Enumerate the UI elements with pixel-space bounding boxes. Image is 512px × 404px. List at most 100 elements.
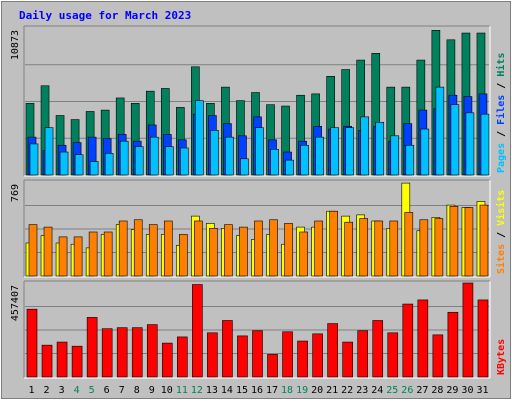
x-tick-label-5: 5 bbox=[89, 385, 95, 396]
legend-entry-pages: Pages bbox=[496, 143, 507, 173]
bar-sites-day-17 bbox=[269, 219, 278, 277]
bar-pages-day-14 bbox=[225, 136, 234, 176]
bar-kbytes-day-20 bbox=[312, 333, 323, 378]
y-max-label: 769 bbox=[10, 184, 21, 202]
bar-kbytes-day-31 bbox=[477, 299, 489, 378]
legend-separator: / bbox=[496, 77, 507, 95]
x-tick-label-16: 16 bbox=[251, 385, 263, 396]
bar-sites-day-26 bbox=[404, 212, 414, 277]
bar-pages-day-18 bbox=[285, 159, 294, 176]
bar-pages-day-24 bbox=[375, 121, 385, 176]
x-tick-label-29: 29 bbox=[446, 385, 458, 396]
bar-kbytes-day-27 bbox=[417, 299, 429, 378]
legend-separator: / bbox=[496, 226, 507, 244]
legend-separator: / bbox=[496, 125, 507, 143]
bar-pages-day-20 bbox=[315, 136, 324, 176]
bar-kbytes-day-4 bbox=[71, 345, 83, 378]
bar-sites-day-13 bbox=[209, 228, 218, 277]
x-tick-label-26: 26 bbox=[401, 385, 413, 396]
bar-kbytes-day-22 bbox=[342, 341, 353, 378]
bar-sites-day-10 bbox=[163, 220, 173, 277]
bar-kbytes-day-16 bbox=[252, 330, 263, 378]
legend-entry-files: Files bbox=[495, 95, 507, 125]
bar-pages-day-8 bbox=[134, 146, 144, 176]
x-tick-label-22: 22 bbox=[341, 385, 353, 396]
bar-pages-day-2 bbox=[44, 127, 54, 176]
x-tick-label-24: 24 bbox=[371, 385, 383, 396]
x-tick-label-20: 20 bbox=[311, 385, 323, 396]
bar-sites-day-29 bbox=[449, 206, 459, 277]
x-tick-label-13: 13 bbox=[206, 385, 218, 396]
bar-pages-day-1 bbox=[29, 143, 39, 176]
x-tick-label-9: 9 bbox=[149, 385, 155, 396]
legend-entry-kbytes: KBytes bbox=[496, 339, 507, 375]
bar-pages-day-4 bbox=[74, 154, 84, 176]
bar-pages-day-16 bbox=[255, 127, 264, 176]
legend-hits-files-pages: Pages / Files / Hits bbox=[495, 53, 507, 173]
x-tick-label-28: 28 bbox=[431, 385, 443, 396]
bar-pages-day-30 bbox=[465, 112, 475, 176]
x-tick-label-23: 23 bbox=[356, 385, 368, 396]
bar-pages-day-5 bbox=[89, 161, 99, 176]
x-tick-label-18: 18 bbox=[281, 385, 293, 396]
bar-pages-day-29 bbox=[450, 104, 460, 176]
bar-kbytes-day-21 bbox=[327, 323, 338, 378]
x-tick-label-6: 6 bbox=[104, 385, 110, 396]
bar-kbytes-day-29 bbox=[447, 311, 459, 378]
bar-sites-day-2 bbox=[43, 226, 53, 277]
bar-sites-day-12 bbox=[194, 220, 203, 277]
bar-kbytes-day-24 bbox=[372, 320, 384, 378]
bar-pages-day-27 bbox=[420, 128, 430, 176]
bar-sites-day-25 bbox=[389, 220, 399, 277]
bar-sites-day-18 bbox=[284, 223, 293, 277]
x-tick-label-2: 2 bbox=[44, 385, 50, 396]
bar-sites-day-8 bbox=[133, 219, 143, 277]
bar-pages-day-21 bbox=[330, 127, 339, 176]
bar-sites-day-9 bbox=[148, 224, 158, 277]
bar-kbytes-day-26 bbox=[402, 303, 414, 378]
bar-kbytes-day-23 bbox=[357, 330, 369, 378]
legend-visits-sites: Sites / Visits bbox=[495, 190, 507, 274]
x-tick-label-21: 21 bbox=[326, 385, 338, 396]
x-tick-label-12: 12 bbox=[191, 385, 203, 396]
bar-pages-day-15 bbox=[240, 158, 249, 176]
x-tick-label-15: 15 bbox=[236, 385, 248, 396]
bar-kbytes-day-13 bbox=[207, 332, 218, 378]
bar-kbytes-day-18 bbox=[282, 331, 293, 378]
x-tick-label-30: 30 bbox=[461, 385, 473, 396]
x-axis-labels: 1 2 3 4 5 6 7 8 9 10 11 12 13 14 15 16 17 18 19 20 21 22 23 24 2… bbox=[29, 385, 489, 396]
bar-sites-day-14 bbox=[224, 224, 233, 277]
bar-pages-day-25 bbox=[390, 135, 400, 176]
panel-visits-sites: 769 Sites / Visits bbox=[10, 179, 507, 278]
bar-sites-day-15 bbox=[239, 226, 248, 277]
bar-kbytes-day-25 bbox=[387, 332, 399, 378]
bar-sites-day-21 bbox=[329, 210, 338, 277]
chart-title: Daily usage for March 2023 bbox=[19, 9, 191, 22]
bar-pages-day-3 bbox=[59, 151, 69, 176]
bar-sites-day-16 bbox=[254, 220, 263, 277]
bar-kbytes-day-28 bbox=[432, 334, 444, 378]
x-tick-label-31: 31 bbox=[476, 385, 488, 396]
bar-kbytes-day-1 bbox=[26, 308, 38, 378]
bar-sites-day-19 bbox=[299, 231, 308, 277]
x-tick-label-1: 1 bbox=[29, 385, 35, 396]
bar-kbytes-day-14 bbox=[222, 320, 233, 378]
x-tick-label-8: 8 bbox=[134, 385, 140, 396]
bar-pages-day-31 bbox=[480, 113, 490, 176]
chart-panels: 10873 Pages / Files / Hits 769 Sites / Visi… bbox=[10, 25, 507, 379]
bar-pages-day-11 bbox=[180, 147, 189, 176]
bar-pages-day-13 bbox=[210, 130, 219, 176]
bar-kbytes-day-9 bbox=[146, 324, 158, 378]
x-tick-label-27: 27 bbox=[416, 385, 428, 396]
y-max-label: 10873 bbox=[10, 30, 21, 60]
bar-kbytes-day-19 bbox=[297, 340, 308, 378]
bar-sites-day-20 bbox=[314, 220, 323, 277]
bar-pages-day-22 bbox=[345, 127, 354, 176]
bar-sites-day-24 bbox=[374, 220, 384, 277]
x-tick-label-10: 10 bbox=[161, 385, 173, 396]
bar-pages-day-7 bbox=[119, 140, 129, 176]
bar-sites-day-23 bbox=[359, 218, 369, 277]
x-tick-label-25: 25 bbox=[386, 385, 398, 396]
bar-pages-day-12 bbox=[195, 100, 204, 176]
